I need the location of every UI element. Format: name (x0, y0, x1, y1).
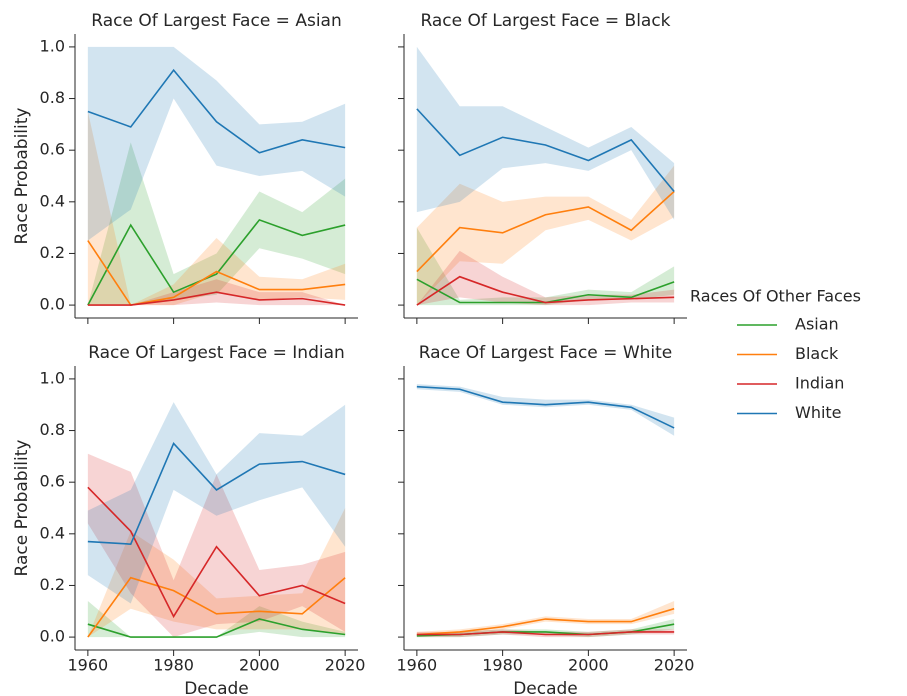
legend-label: Indian (795, 374, 844, 393)
confidence-band (87, 111, 346, 306)
line (87, 68, 346, 154)
confidence-band (416, 384, 675, 436)
y-tick-label: 0.8 (40, 88, 65, 107)
y-tick-label: 1.0 (40, 36, 65, 55)
panel-title: Race Of Largest Face = Asian (91, 11, 341, 31)
x-tick-label: 1980 (153, 656, 194, 675)
legend-label: Asian (795, 315, 839, 334)
y-tick-label: 0.2 (40, 243, 65, 262)
y-tick-label: 1.0 (40, 368, 65, 387)
x-tick-label: 1980 (482, 656, 523, 675)
panel-title: Race Of Largest Face = Indian (88, 343, 345, 363)
line (416, 607, 675, 636)
y-tick-label: 0.6 (40, 472, 65, 491)
x-tick-label: 1960 (397, 656, 438, 675)
confidence-band (87, 402, 346, 604)
x-tick-label: 1960 (68, 656, 109, 675)
x-tick-label: 2000 (239, 656, 280, 675)
x-axis-label: Decade (513, 679, 578, 696)
confidence-band (416, 46, 675, 220)
confidence-band (87, 46, 346, 241)
legend-title: Races Of Other Faces (690, 287, 861, 306)
x-tick-label: 2020 (325, 656, 366, 675)
line (416, 631, 675, 636)
x-tick-label: 2000 (568, 656, 609, 675)
y-tick-label: 0.4 (40, 523, 65, 542)
confidence-band (416, 629, 675, 638)
y-tick-label: 0.4 (40, 191, 65, 210)
y-axis-label: Race Probability (12, 108, 32, 245)
confidence-band (87, 508, 346, 638)
legend-label: Black (795, 344, 839, 363)
line (416, 385, 675, 429)
legend-label: White (795, 403, 842, 422)
y-tick-label: 0.6 (40, 140, 65, 159)
line (416, 275, 675, 306)
y-tick-label: 0.0 (40, 627, 65, 646)
line (87, 218, 346, 306)
x-axis-label: Decade (184, 679, 249, 696)
line (87, 442, 346, 545)
x-tick-label: 2020 (654, 656, 695, 675)
y-tick-label: 0.8 (40, 420, 65, 439)
y-tick-label: 0.2 (40, 575, 65, 594)
panel-title: Race Of Largest Face = Black (420, 11, 670, 31)
line (87, 618, 346, 638)
line (87, 486, 346, 619)
line (87, 291, 346, 306)
confidence-band (87, 600, 346, 638)
line (416, 108, 675, 193)
y-tick-label: 0.0 (40, 295, 65, 314)
panel-title: Race Of Largest Face = White (419, 343, 673, 363)
line (416, 190, 675, 273)
y-axis-label: Race Probability (12, 440, 32, 577)
confidence-band (87, 142, 346, 306)
confidence-band (416, 250, 675, 306)
confidence-band (416, 165, 675, 306)
line (87, 576, 346, 638)
